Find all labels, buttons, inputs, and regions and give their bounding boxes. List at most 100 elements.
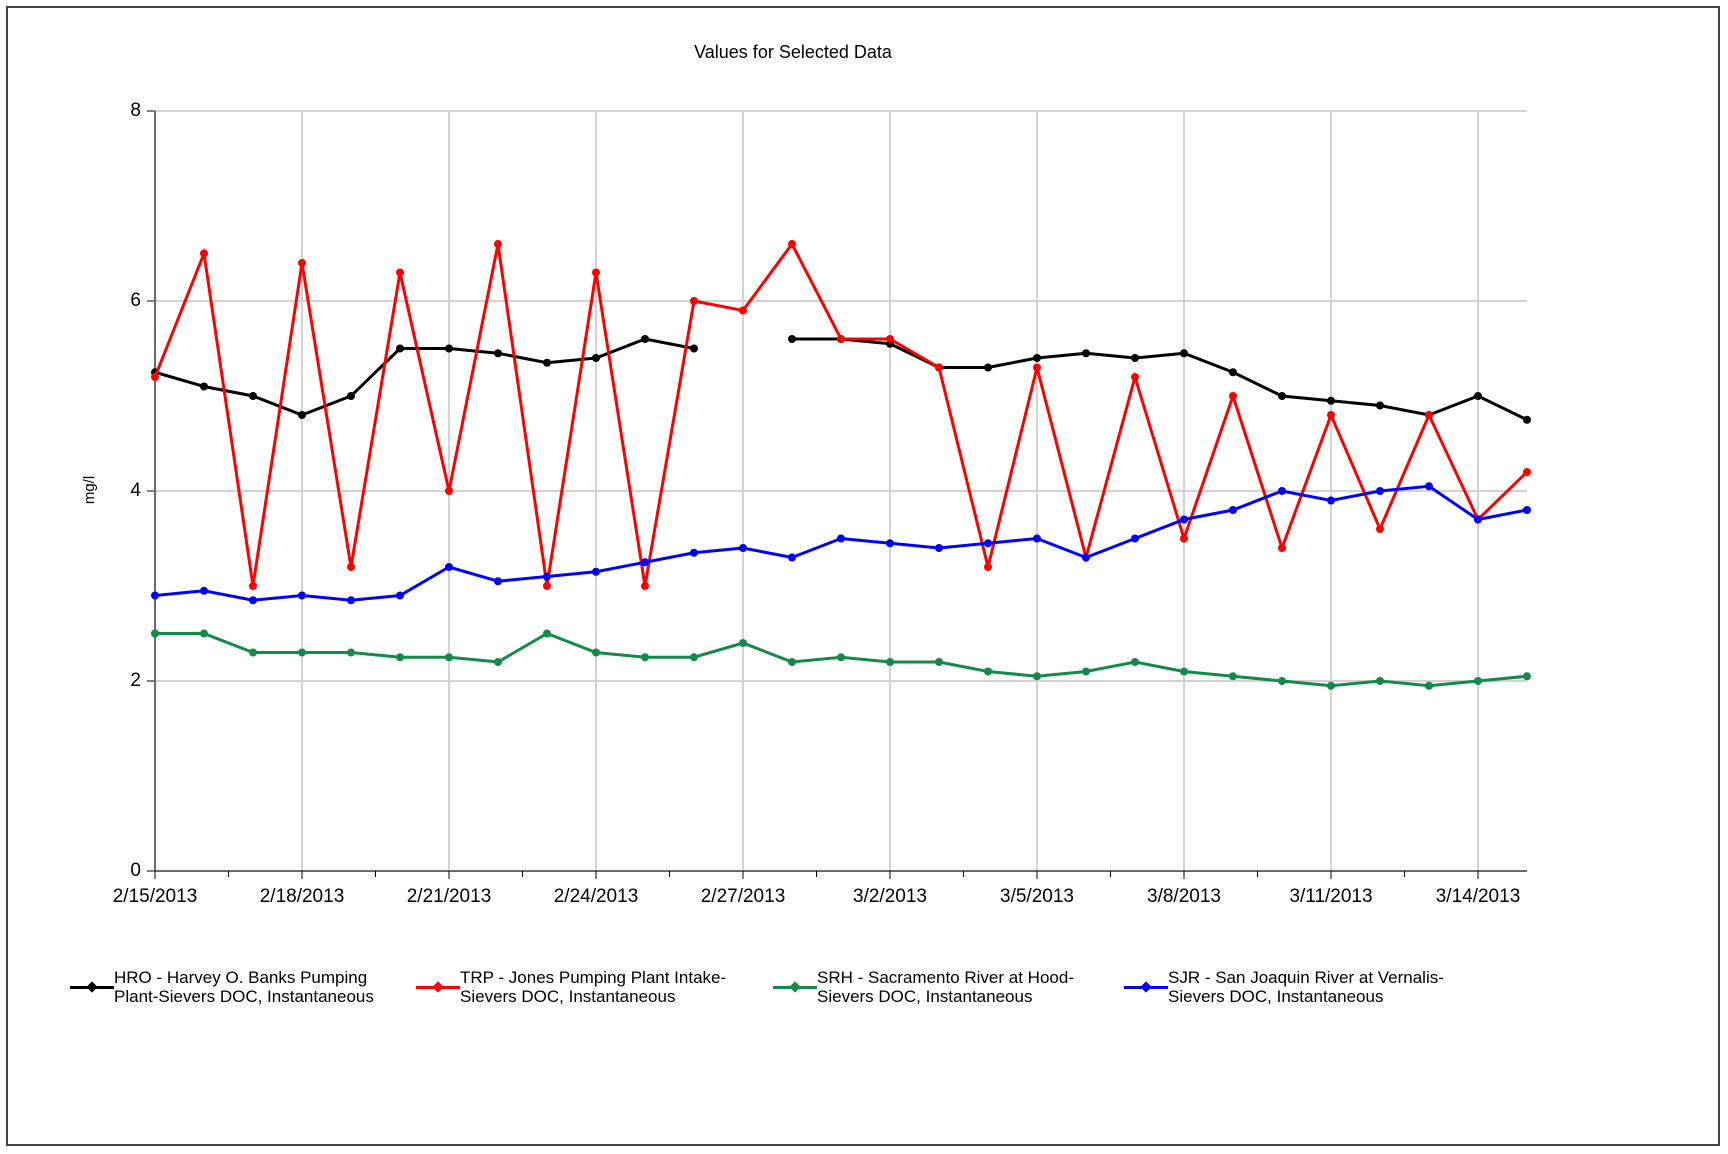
point xyxy=(1033,672,1041,681)
legend-item: HRO - Harvey O. Banks Pumping Plant-Siev… xyxy=(70,968,404,1008)
point xyxy=(641,558,649,567)
point xyxy=(494,240,502,248)
legend-swatch xyxy=(1124,968,1168,1008)
x-tick-label: 2/24/2013 xyxy=(554,886,639,907)
y-tick-label: 8 xyxy=(130,100,141,121)
point xyxy=(1229,368,1237,377)
point xyxy=(1376,487,1384,495)
point xyxy=(788,335,796,343)
point xyxy=(249,596,257,605)
legend-swatch xyxy=(416,968,460,1008)
point xyxy=(935,544,943,552)
point xyxy=(1278,392,1286,400)
point xyxy=(298,648,306,657)
x-tick-label: 3/8/2013 xyxy=(1147,886,1221,907)
point xyxy=(1278,677,1286,685)
point xyxy=(592,648,600,657)
x-tick-label: 3/2/2013 xyxy=(853,886,927,907)
point xyxy=(1376,677,1384,685)
legend-item: SRH - Sacramento River at Hood-Sievers D… xyxy=(773,968,1107,1008)
point xyxy=(1523,506,1531,514)
x-tick-label: 3/11/2013 xyxy=(1289,886,1372,907)
legend-label: SRH - Sacramento River at Hood-Sievers D… xyxy=(817,968,1074,1006)
point xyxy=(151,591,159,600)
x-tick-label: 2/15/2013 xyxy=(113,886,198,907)
point xyxy=(543,572,551,581)
point xyxy=(1523,468,1531,476)
point xyxy=(1131,534,1139,543)
point xyxy=(1474,392,1482,400)
point xyxy=(886,335,894,343)
point xyxy=(543,358,551,367)
legend-item: SJR - San Joaquin River at Vernalis-Siev… xyxy=(1124,968,1458,1008)
point xyxy=(1033,363,1041,372)
point xyxy=(1229,392,1237,400)
point xyxy=(494,658,502,666)
point xyxy=(788,240,796,248)
point xyxy=(641,582,649,590)
point xyxy=(641,335,649,343)
point xyxy=(1425,482,1433,491)
point xyxy=(837,335,845,343)
point xyxy=(1082,667,1090,676)
point xyxy=(788,658,796,666)
point xyxy=(788,553,796,562)
point xyxy=(935,658,943,666)
point xyxy=(200,629,208,638)
point xyxy=(494,577,502,586)
point xyxy=(445,653,453,662)
x-tick-label: 2/21/2013 xyxy=(407,886,492,907)
point xyxy=(1376,401,1384,410)
y-tick-label: 0 xyxy=(130,860,141,881)
point xyxy=(151,373,159,381)
y-axis-label: mg/l xyxy=(81,476,98,504)
point xyxy=(837,653,845,662)
point xyxy=(1180,349,1188,358)
x-tick-label: 2/27/2013 xyxy=(701,886,786,907)
point xyxy=(739,544,747,552)
point xyxy=(690,297,698,305)
point xyxy=(592,268,600,277)
point xyxy=(396,268,404,277)
point xyxy=(1474,515,1482,524)
point xyxy=(200,586,208,595)
point xyxy=(543,629,551,638)
point xyxy=(249,582,257,590)
point xyxy=(1229,506,1237,514)
point xyxy=(200,382,208,391)
point xyxy=(298,411,306,419)
point xyxy=(347,596,355,605)
legend-label: SJR - San Joaquin River at Vernalis-Siev… xyxy=(1168,968,1444,1006)
point xyxy=(1523,415,1531,424)
point xyxy=(445,344,453,353)
point xyxy=(690,653,698,662)
point xyxy=(641,653,649,662)
point xyxy=(1376,525,1384,533)
point xyxy=(690,344,698,353)
point xyxy=(1033,534,1041,543)
point xyxy=(396,591,404,600)
point xyxy=(249,648,257,657)
x-tick-label: 3/5/2013 xyxy=(1000,886,1074,907)
point xyxy=(1131,373,1139,381)
point xyxy=(1327,396,1335,405)
legend-swatch xyxy=(70,968,114,1008)
y-tick-label: 2 xyxy=(130,670,141,691)
legend-swatch xyxy=(773,968,817,1008)
point xyxy=(837,534,845,543)
chart-title: Values for Selected Data xyxy=(694,42,893,62)
point xyxy=(984,539,992,548)
point xyxy=(151,629,159,638)
point xyxy=(935,363,943,372)
y-tick-label: 4 xyxy=(130,480,141,501)
point xyxy=(1131,658,1139,666)
point xyxy=(445,487,453,495)
point xyxy=(1033,354,1041,362)
point xyxy=(200,249,208,258)
point xyxy=(690,548,698,557)
point xyxy=(739,306,747,315)
point xyxy=(1229,672,1237,681)
point xyxy=(1474,677,1482,685)
point xyxy=(396,344,404,353)
